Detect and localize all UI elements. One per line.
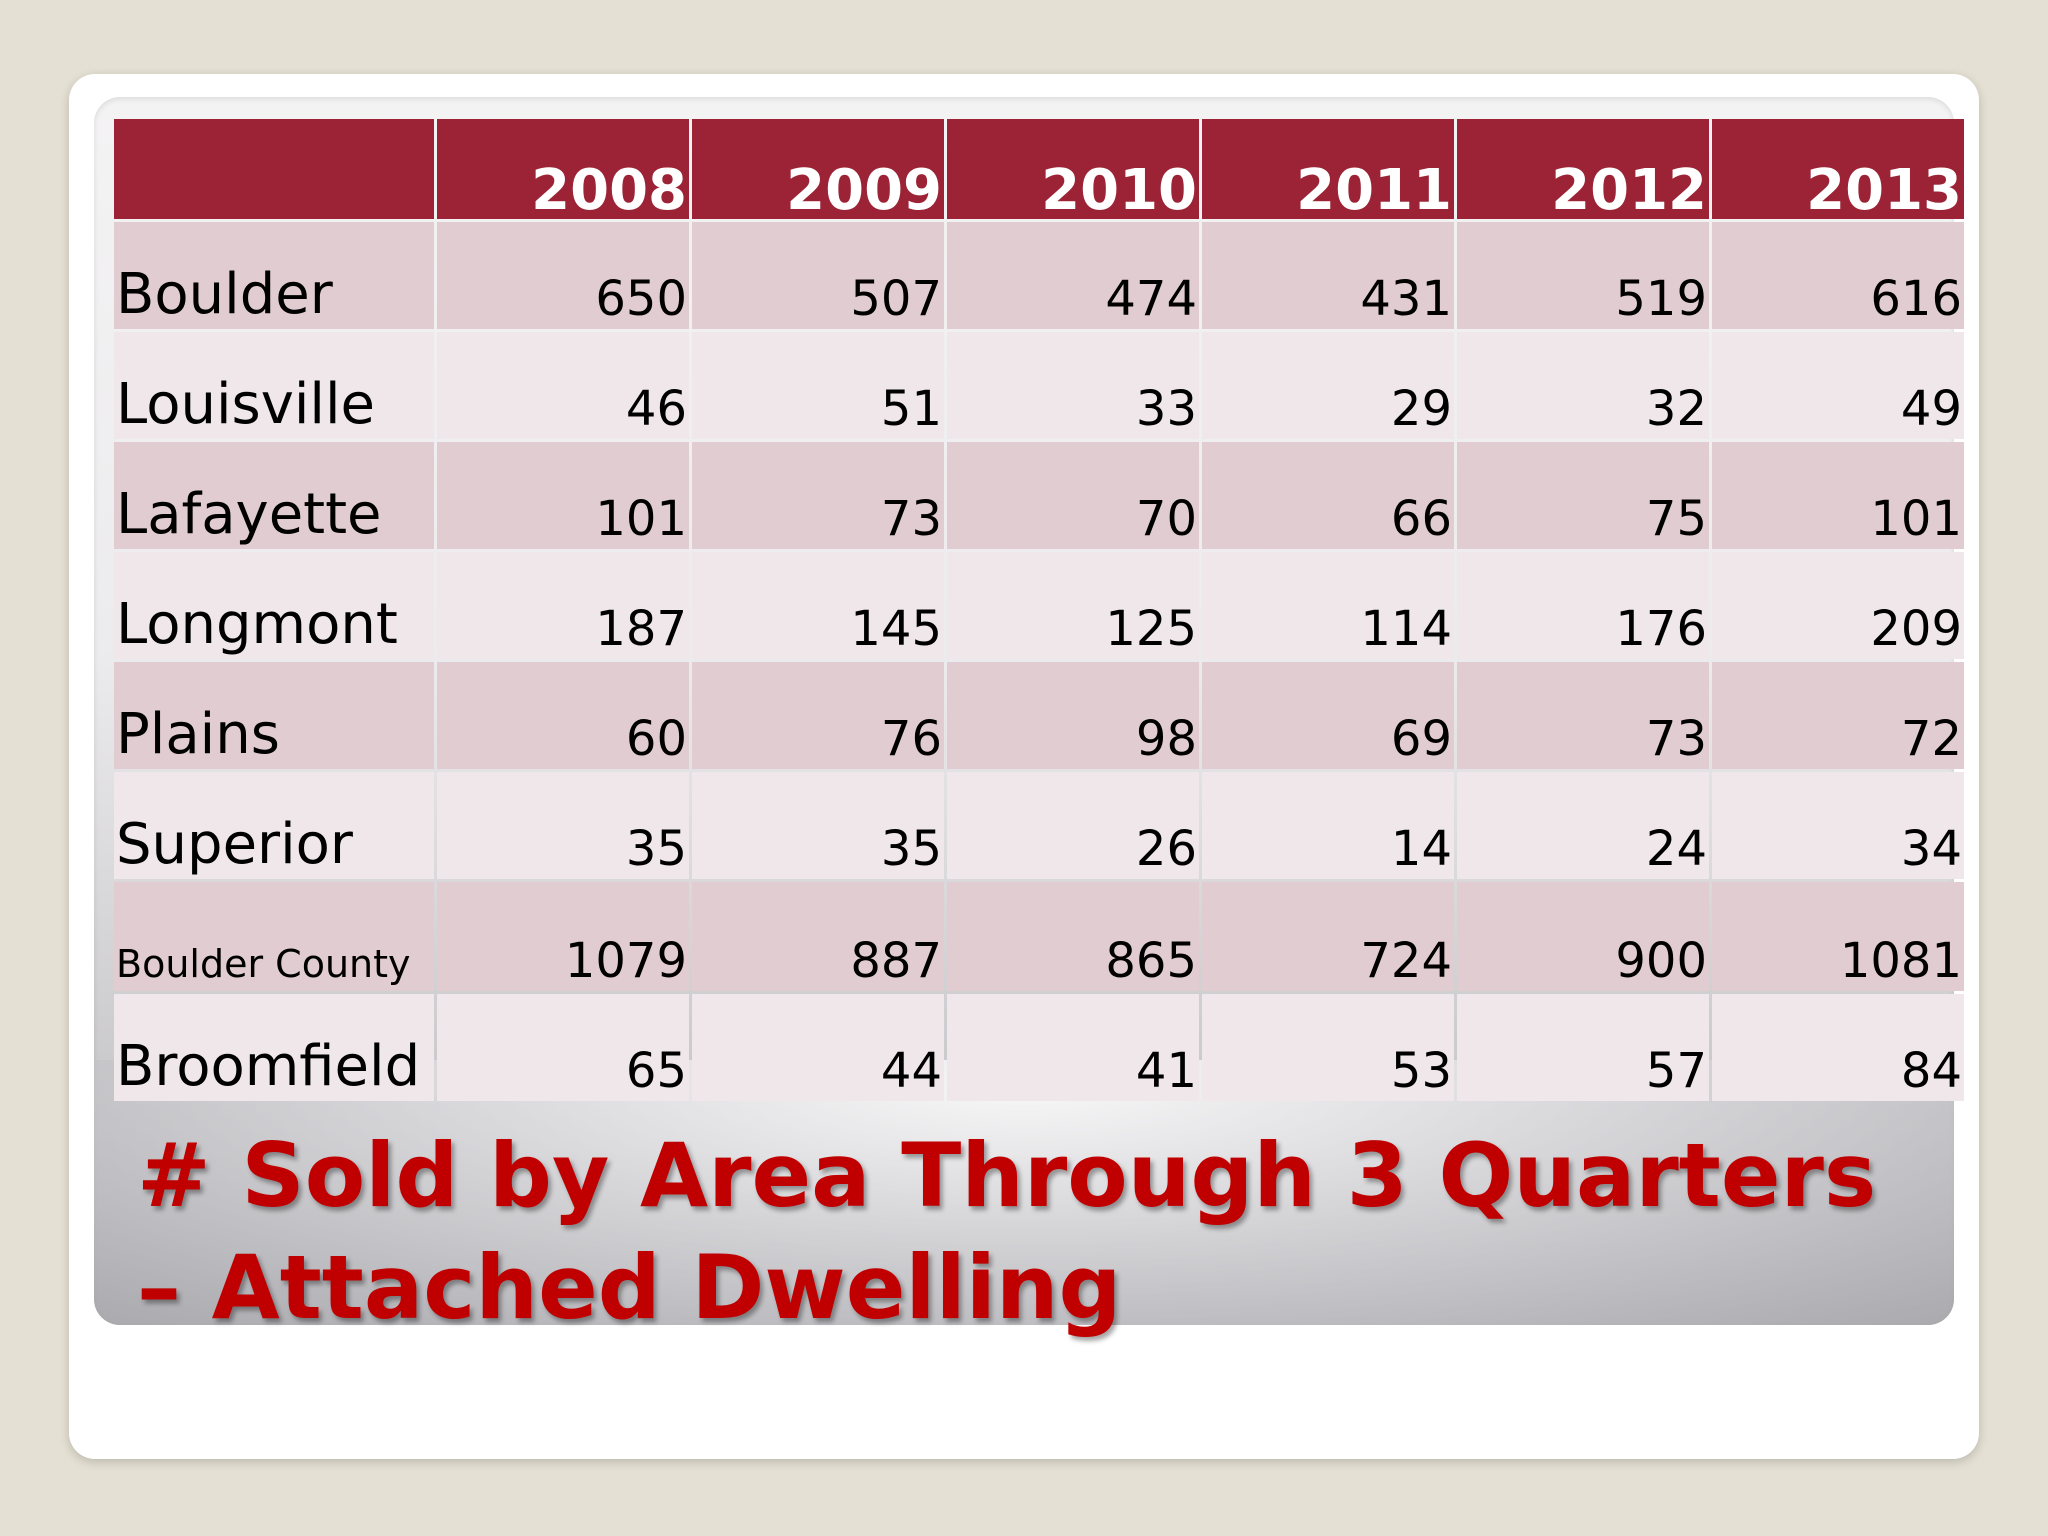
table-row: Boulder 650 507 474 431 519 616 — [114, 222, 1964, 329]
area-label: Longmont — [114, 552, 434, 659]
table-cell: 66 — [1202, 442, 1454, 549]
table-row: Louisville 46 51 33 29 32 49 — [114, 332, 1964, 439]
table-cell: 60 — [437, 662, 689, 769]
header-cell-year: 2008 — [437, 119, 689, 219]
table-cell: 507 — [692, 222, 944, 329]
area-label: Boulder County — [114, 882, 434, 991]
table-cell: 114 — [1202, 552, 1454, 659]
table-cell: 900 — [1457, 882, 1709, 991]
table-cell: 33 — [947, 332, 1199, 439]
table-cell: 616 — [1712, 222, 1964, 329]
area-label: Broomfield — [114, 994, 434, 1101]
table-cell: 41 — [947, 994, 1199, 1101]
table-cell: 14 — [1202, 772, 1454, 879]
table-cell: 51 — [692, 332, 944, 439]
area-label: Lafayette — [114, 442, 434, 549]
area-label: Louisville — [114, 332, 434, 439]
table-cell: 519 — [1457, 222, 1709, 329]
table-cell: 1079 — [437, 882, 689, 991]
table-cell: 35 — [692, 772, 944, 879]
table-cell: 84 — [1712, 994, 1964, 1101]
table-cell: 49 — [1712, 332, 1964, 439]
table-row: Boulder County 1079 887 865 724 900 1081 — [114, 882, 1964, 991]
header-cell-year: 2012 — [1457, 119, 1709, 219]
header-cell-year: 2009 — [692, 119, 944, 219]
area-label: Superior — [114, 772, 434, 879]
table-row: Superior 35 35 26 14 24 34 — [114, 772, 1964, 879]
table-cell: 70 — [947, 442, 1199, 549]
header-cell-area — [114, 119, 434, 219]
table-row: Broomfield 65 44 41 53 57 84 — [114, 994, 1964, 1101]
header-cell-year: 2010 — [947, 119, 1199, 219]
table-cell: 101 — [1712, 442, 1964, 549]
table-cell: 29 — [1202, 332, 1454, 439]
table-cell: 724 — [1202, 882, 1454, 991]
table-cell: 75 — [1457, 442, 1709, 549]
table-cell: 98 — [947, 662, 1199, 769]
table-cell: 474 — [947, 222, 1199, 329]
header-cell-year: 2011 — [1202, 119, 1454, 219]
table-cell: 35 — [437, 772, 689, 879]
table-cell: 72 — [1712, 662, 1964, 769]
table-cell: 209 — [1712, 552, 1964, 659]
table-cell: 69 — [1202, 662, 1454, 769]
table-cell: 101 — [437, 442, 689, 549]
header-row: 2008 2009 2010 2011 2012 2013 — [114, 119, 1964, 219]
table-cell: 176 — [1457, 552, 1709, 659]
table-cell: 32 — [1457, 332, 1709, 439]
table-cell: 187 — [437, 552, 689, 659]
table-row: Longmont 187 145 125 114 176 209 — [114, 552, 1964, 659]
table-cell: 53 — [1202, 994, 1454, 1101]
header-cell-year: 2013 — [1712, 119, 1964, 219]
slide-title: # Sold by Area Through 3 Quarters – Atta… — [137, 1124, 1877, 1339]
table-cell: 145 — [692, 552, 944, 659]
table-cell: 26 — [947, 772, 1199, 879]
table-cell: 65 — [437, 994, 689, 1101]
table-cell: 44 — [692, 994, 944, 1101]
sales-table: 2008 2009 2010 2011 2012 2013 Boulder 65… — [111, 116, 1967, 1104]
table-cell: 76 — [692, 662, 944, 769]
table-row: Plains 60 76 98 69 73 72 — [114, 662, 1964, 769]
table-cell: 887 — [692, 882, 944, 991]
table-cell: 650 — [437, 222, 689, 329]
table-cell: 24 — [1457, 772, 1709, 879]
table-row: Lafayette 101 73 70 66 75 101 — [114, 442, 1964, 549]
table-cell: 125 — [947, 552, 1199, 659]
table-cell: 57 — [1457, 994, 1709, 1101]
table-cell: 73 — [1457, 662, 1709, 769]
title-shade — [94, 1060, 1954, 1325]
table-cell: 34 — [1712, 772, 1964, 879]
area-label: Boulder — [114, 222, 434, 329]
table-cell: 865 — [947, 882, 1199, 991]
table-cell: 431 — [1202, 222, 1454, 329]
table-cell: 73 — [692, 442, 944, 549]
table-cell: 1081 — [1712, 882, 1964, 991]
area-label: Plains — [114, 662, 434, 769]
table-cell: 46 — [437, 332, 689, 439]
